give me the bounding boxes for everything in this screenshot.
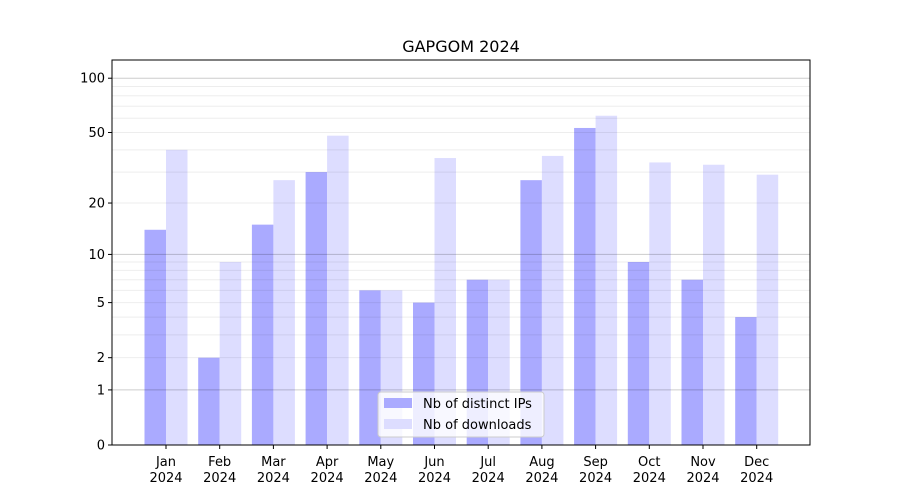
y-tick-label: 2 bbox=[97, 351, 105, 366]
legend-label: Nb of downloads bbox=[423, 418, 532, 433]
x-tick-label: Jun 2024 bbox=[418, 455, 451, 486]
x-tick-label: May 2024 bbox=[364, 455, 397, 486]
bar-ips bbox=[627, 262, 650, 445]
bar-downloads bbox=[434, 158, 456, 445]
legend-label: Nb of distinct IPs bbox=[423, 397, 532, 412]
y-tick-label: 5 bbox=[97, 296, 105, 311]
x-tick-label: Nov 2024 bbox=[686, 455, 719, 486]
x-tick-label: Jan 2024 bbox=[149, 455, 182, 486]
bar-ips bbox=[144, 229, 166, 445]
bar-downloads bbox=[703, 164, 725, 445]
x-tick-label: Dec 2024 bbox=[740, 455, 773, 486]
x-tick-label: Oct 2024 bbox=[633, 455, 666, 486]
bar-ips bbox=[574, 127, 596, 446]
legend-swatch bbox=[384, 419, 412, 429]
bar-downloads bbox=[219, 262, 242, 445]
bar-ips bbox=[681, 279, 703, 445]
x-tick-label: Aug 2024 bbox=[525, 455, 558, 486]
x-tick-label: Feb 2024 bbox=[203, 455, 236, 486]
x-tick-label: Jul 2024 bbox=[472, 455, 505, 486]
legend-box bbox=[377, 391, 545, 438]
x-tick-label: Mar 2024 bbox=[257, 455, 290, 486]
chart-title: GAPGOM 2024 bbox=[402, 37, 520, 56]
bar-downloads bbox=[273, 180, 295, 445]
plot-frame bbox=[111, 59, 811, 446]
y-tick-label: 100 bbox=[80, 72, 105, 87]
x-tick-label: Apr 2024 bbox=[311, 455, 344, 486]
bar-ips bbox=[735, 317, 757, 445]
bar-downloads bbox=[756, 174, 779, 445]
bar-downloads bbox=[166, 149, 188, 446]
bar-ips bbox=[251, 224, 274, 445]
bar-ips bbox=[198, 357, 220, 445]
bar-downloads bbox=[327, 135, 349, 445]
y-tick-label: 50 bbox=[88, 126, 105, 141]
y-tick-label: 0 bbox=[97, 439, 105, 454]
bar-ips bbox=[520, 180, 542, 445]
legend: Nb of distinct IPs Nb of downloads bbox=[377, 391, 545, 438]
bar-downloads bbox=[541, 155, 564, 445]
bar-downloads bbox=[595, 115, 618, 446]
bar-ips bbox=[359, 290, 381, 445]
bar-ips bbox=[305, 172, 328, 445]
x-tick-label: Sep 2024 bbox=[579, 455, 612, 486]
legend-swatch bbox=[384, 398, 412, 408]
y-tick-label: 20 bbox=[88, 197, 105, 212]
bar-downloads bbox=[649, 162, 671, 445]
y-tick-label: 1 bbox=[97, 383, 105, 398]
y-tick-label: 10 bbox=[88, 248, 105, 263]
